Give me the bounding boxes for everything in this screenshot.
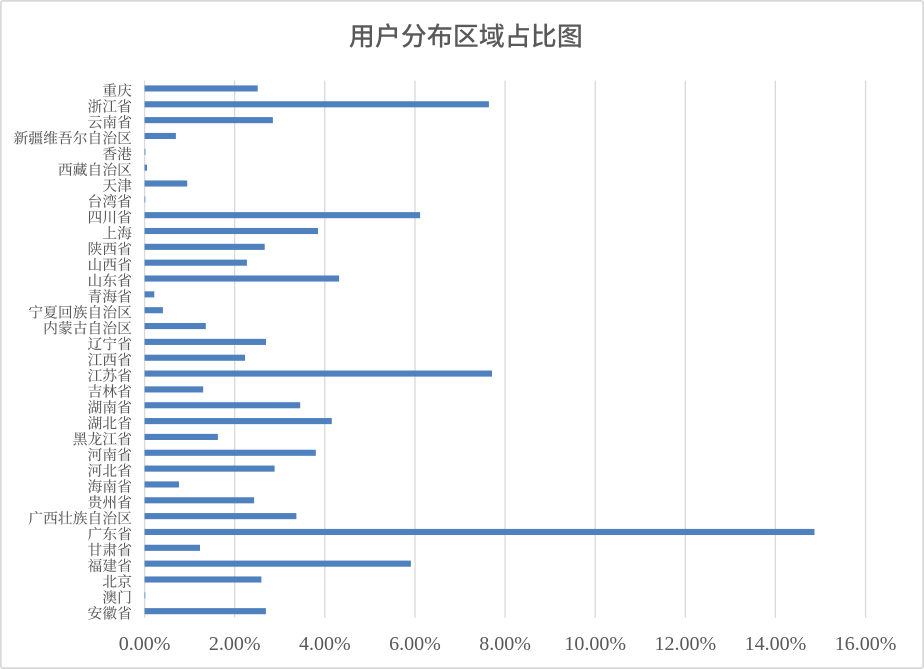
svg-text:8.00%: 8.00% [479,633,531,655]
svg-text:16.00%: 16.00% [835,633,897,655]
svg-text:10.00%: 10.00% [564,633,626,655]
svg-text:6.00%: 6.00% [389,633,441,655]
svg-text:12.00%: 12.00% [654,633,716,655]
svg-text:2.00%: 2.00% [209,633,261,655]
svg-text:4.00%: 4.00% [299,633,351,655]
svg-text:0.00%: 0.00% [119,633,171,655]
svg-text:14.00%: 14.00% [745,633,807,655]
